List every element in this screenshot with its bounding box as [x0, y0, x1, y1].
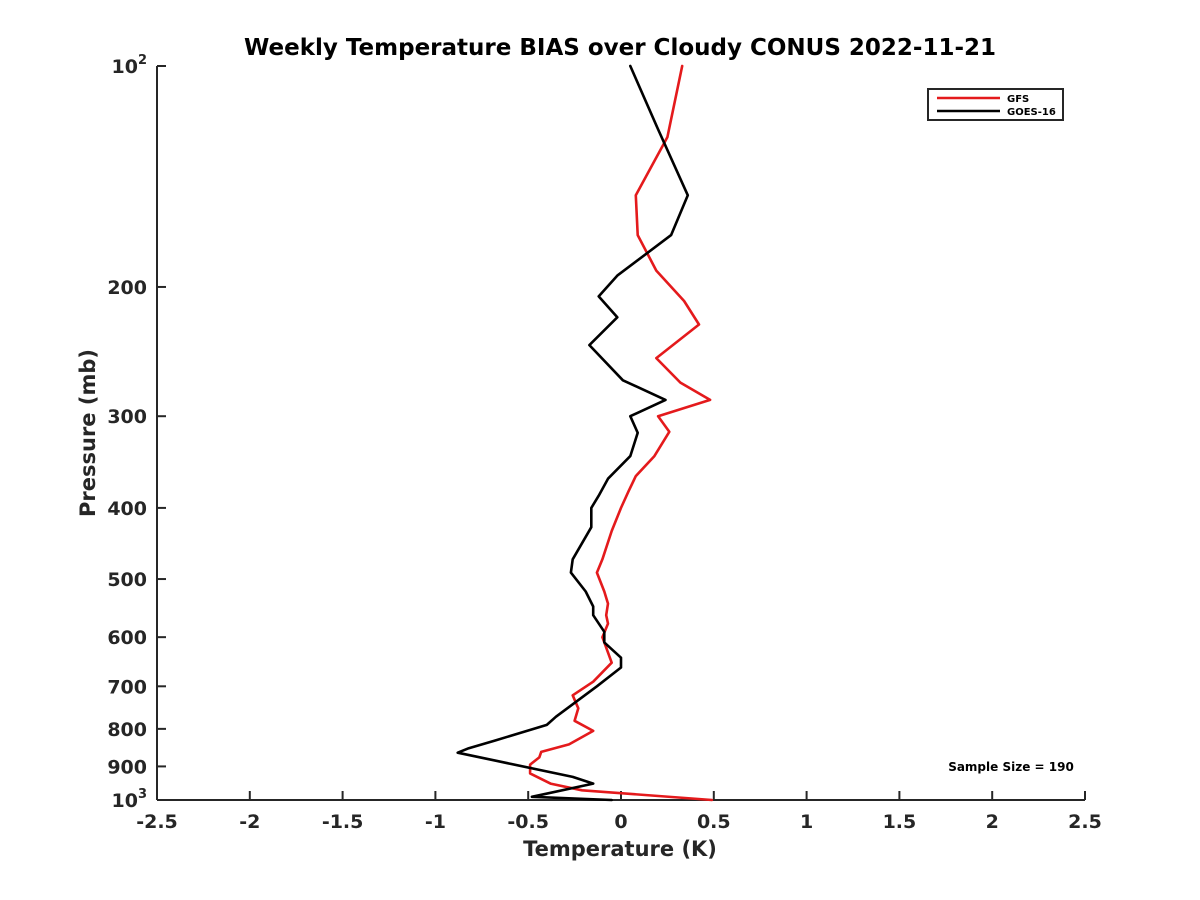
y-tick-label: 800: [107, 719, 147, 741]
y-tick-exponent: 3: [138, 787, 147, 802]
y-tick-base: 600: [107, 627, 147, 649]
x-tick-label: 0.5: [697, 811, 731, 833]
x-tick-label: 2: [986, 811, 999, 833]
y-tick-base: 500: [107, 569, 147, 591]
x-tick-label: -1: [425, 811, 446, 833]
x-axis-ticks: -2.5 -2 -1.5 -1 -0.5 0 0.5 1 1.5 2 2.5: [136, 791, 1102, 833]
x-tick-label: 0: [614, 811, 627, 833]
legend-label: GFS: [1007, 94, 1029, 105]
x-axis-label: Temperature (K): [523, 837, 717, 861]
y-tick-base: 700: [107, 676, 147, 698]
y-tick-label: 600: [107, 627, 147, 649]
chart-title: Weekly Temperature BIAS over Cloudy CONU…: [244, 35, 996, 61]
x-tick-label: 2.5: [1068, 811, 1102, 833]
x-tick-label: -2: [239, 811, 260, 833]
y-tick-base: 800: [107, 719, 147, 741]
y-axis-label: Pressure (mb): [76, 349, 100, 517]
y-tick-label: 400: [107, 498, 147, 520]
legend-label: GOES-16: [1007, 107, 1056, 118]
x-tick-label: 1.5: [883, 811, 917, 833]
y-tick-label: 200: [107, 277, 147, 299]
y-tick-base: 900: [107, 756, 147, 778]
series-line-gfs: [528, 64, 714, 802]
y-tick-label: 103: [112, 787, 148, 812]
y-tick-label: 700: [107, 676, 147, 698]
y-tick-base: 300: [107, 406, 147, 428]
y-tick-base: 400: [107, 498, 147, 520]
series-layer: [456, 64, 714, 802]
y-tick-exponent: 2: [138, 53, 147, 68]
y-tick-base: 200: [107, 277, 147, 299]
y-tick-label: 102: [112, 53, 148, 78]
y-tick-label: 300: [107, 406, 147, 428]
y-tick-label: 900: [107, 756, 147, 778]
y-tick-base: 10: [112, 790, 138, 812]
x-tick-label: 1: [800, 811, 813, 833]
series-line-goes-16: [456, 64, 690, 802]
y-tick-label: 500: [107, 569, 147, 591]
x-tick-label: -2.5: [136, 811, 178, 833]
plot-area: [156, 66, 1085, 801]
x-tick-label: -0.5: [507, 811, 549, 833]
x-tick-label: -1.5: [322, 811, 364, 833]
sample-size-annotation: Sample Size = 190: [948, 760, 1074, 774]
legend: GFS GOES-16: [927, 88, 1064, 121]
y-tick-base: 10: [112, 56, 138, 78]
legend-box: [927, 88, 1064, 121]
